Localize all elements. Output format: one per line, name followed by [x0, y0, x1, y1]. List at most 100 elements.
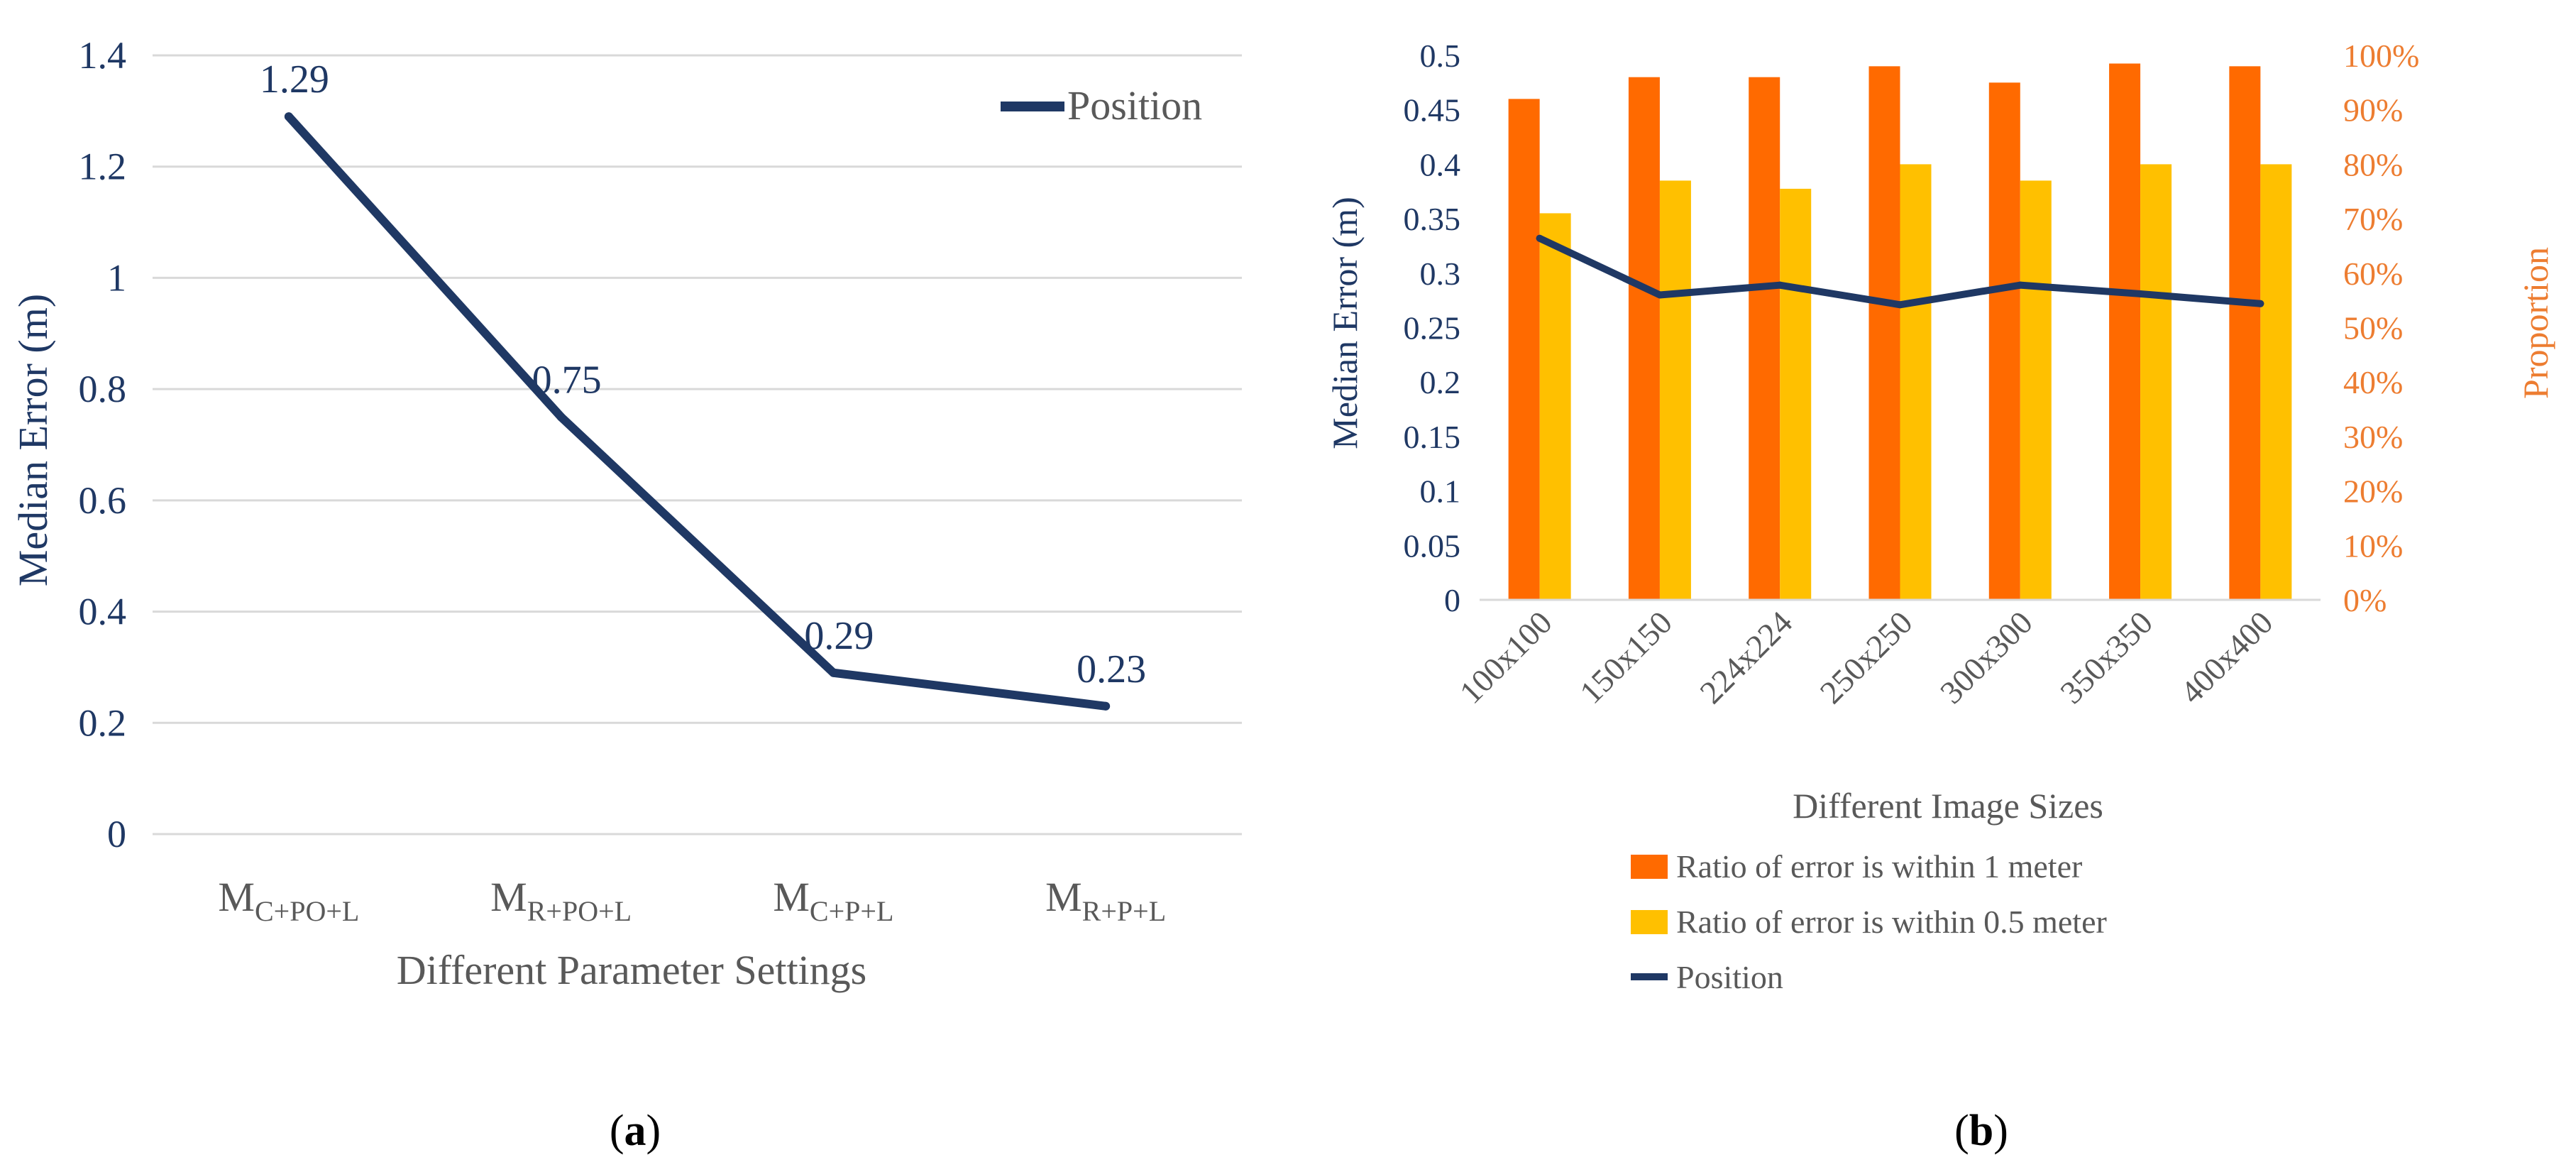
chart-b-y-tick-label: 0.4 [1420, 146, 1461, 182]
chart-b-bar-1m [1749, 77, 1780, 601]
chart-a-caption: (a) [610, 1107, 661, 1155]
chart-b-x-tick-label: 300x300 [1933, 604, 2040, 711]
chart-b-y2-tick-label: 60% [2343, 256, 2403, 292]
chart-a-data-label: 0.29 [804, 614, 874, 658]
chart-b-y-tick-label: 0.3 [1420, 256, 1461, 292]
chart-b-y2-tick-label: 70% [2343, 201, 2403, 237]
chart-b-y2-tick-label: 100% [2343, 38, 2419, 74]
chart-b-y2-tick-label: 50% [2343, 310, 2403, 346]
chart-b-y-tick-label: 0.2 [1420, 364, 1461, 400]
chart-a-x-tick-subscript: R+PO+L [527, 895, 632, 927]
chart-b-xlabel: Different Image Sizes [1793, 786, 2103, 826]
chart-b-bar-1m [2229, 66, 2261, 601]
chart-a-legend-label-position: Position [1067, 82, 1202, 128]
chart-a-x-tick-base: M [773, 874, 810, 920]
chart-b-position-point [1896, 301, 1904, 309]
chart-b-y2-tick-label: 10% [2343, 527, 2403, 564]
chart-b-y-tick-label: 0.25 [1404, 310, 1461, 346]
chart-a-gridlines [153, 54, 1242, 836]
chart-a-position-point [284, 112, 293, 121]
chart-b-y2label: Proportion [2516, 247, 2555, 399]
chart-b-x-tick-label: 100x100 [1453, 604, 1559, 711]
chart-b-x-tick-label: 350x350 [2053, 604, 2159, 711]
chart-b-legend-label-position: Position [1676, 959, 1783, 995]
chart-b-y-tick-label: 0.1 [1420, 473, 1461, 510]
chart-a-position-point [829, 668, 838, 677]
chart-b-bar-1m [1628, 77, 1660, 601]
chart-a-legend: Position [1001, 82, 1202, 128]
chart-a-data-labels: 1.29 0.75 0.29 0.23 [260, 57, 1146, 691]
chart-a-caption-letter: a [624, 1107, 646, 1155]
chart-a-y-tick-label: 1.4 [79, 34, 127, 77]
chart-b-y2-tick-label: 0% [2343, 582, 2387, 618]
chart-b-x-tick-labels: 100x100 150x150 224x224 250x250 300x300 350x3… [1453, 604, 2280, 711]
chart-b-legend: Ratio of error is within 1 meter Ratio o… [1631, 848, 2107, 995]
chart-b-legend-swatch-1m [1631, 855, 1668, 879]
chart-b-bar-1m [1988, 82, 2020, 601]
chart-b-y2-tick-label: 80% [2343, 146, 2403, 182]
chart-a-y-tick-label: 0.6 [79, 479, 127, 522]
chart-b-bar-05m [2140, 164, 2172, 600]
chart-b-y2-tick-label: 20% [2343, 473, 2403, 510]
chart-b-y-tick-label: 0 [1444, 582, 1460, 618]
chart-b-legend-label-05m: Ratio of error is within 0.5 meter [1676, 904, 2107, 940]
chart-a-y-tick-label: 0.2 [79, 701, 127, 744]
chart-b-y-tick-label: 0.5 [1420, 38, 1461, 74]
chart-a-position-point [556, 412, 566, 422]
chart-a-data-label: 0.75 [532, 358, 602, 402]
chart-b-bar-05m [1659, 180, 1691, 600]
chart-b-bar-1m [1868, 66, 1900, 601]
chart-a-series [284, 112, 1111, 711]
chart-b-legend-label-1m: Ratio of error is within 1 meter [1676, 848, 2082, 885]
chart-a-x-tick-base: M [490, 874, 527, 920]
chart-b-bar-1m [1508, 99, 1540, 601]
chart-b-position-point [1776, 281, 1784, 289]
chart-a-x-tick-label: MR+PO+L [490, 874, 632, 927]
chart-b-x-tick-label: 224x224 [1692, 604, 1799, 711]
chart-b-x-tick-label: 250x250 [1813, 604, 1920, 711]
chart-a-y-tick-labels: 0 0.2 0.4 0.6 0.8 1 1.2 1.4 [79, 34, 127, 855]
chart-a-x-tick-subscript: R+P+L [1082, 895, 1166, 927]
chart-a-position-point [1101, 701, 1111, 711]
chart-b-y2-tick-labels: 0% 10% 20% 30% 40% 50% 60% 70% 80% 90% 100% [2343, 38, 2419, 618]
chart-a-y-tick-label: 0.4 [79, 591, 127, 633]
chart-b-caption-letter: b [1969, 1107, 1993, 1155]
chart-b-y-tick-labels: 0 0.05 0.1 0.15 0.2 0.25 0.3 0.35 0.4 0.45 0.5 [1404, 38, 1461, 618]
chart-b-y2-tick-label: 40% [2343, 364, 2403, 400]
chart-a-x-tick-base: M [218, 874, 255, 920]
chart-a-x-tick-subscript: C+PO+L [255, 895, 359, 927]
chart-b-position-point [1536, 234, 1543, 242]
chart-b-y2-tick-label: 90% [2343, 92, 2403, 128]
chart-a-x-tick-labels: MC+PO+L MR+PO+L MC+P+L MR+P+L [218, 874, 1166, 927]
chart-a-x-tick-label: MC+PO+L [218, 874, 359, 927]
chart-b-y-tick-label: 0.35 [1404, 201, 1461, 237]
chart-b: 0 0.05 0.1 0.15 0.2 0.25 0.3 0.35 0.4 0.45 0.5 0% 1… [1325, 38, 2555, 1155]
chart-b-line-series [1536, 234, 2264, 309]
chart-a: 00.20.40.60.811.21.4 MC+PO+L MR+PO+L MC+P+… [10, 34, 1242, 1155]
chart-a-xlabel: Different Parameter Settings [397, 947, 867, 993]
chart-b-x-tick-label: 400x400 [2174, 604, 2280, 711]
chart-b-y-tick-label: 0.45 [1404, 92, 1461, 128]
chart-a-x-tick-label: MR+P+L [1045, 874, 1166, 927]
chart-b-bar-05m [1780, 188, 1812, 600]
chart-b-caption: (b) [1954, 1107, 2008, 1155]
chart-b-bar-1m [2109, 63, 2141, 600]
chart-b-position-point [1656, 291, 1663, 299]
chart-b-y2-tick-label: 30% [2343, 419, 2403, 455]
chart-b-bar-05m [1900, 164, 1932, 600]
chart-b-bars [1508, 63, 2292, 601]
chart-b-y-tick-label: 0.05 [1404, 527, 1461, 564]
chart-b-position-point [2257, 300, 2264, 307]
chart-a-data-label: 1.29 [260, 57, 329, 102]
chart-b-bar-05m [2260, 164, 2292, 600]
chart-b-position-point [2016, 281, 2024, 289]
chart-b-x-tick-label: 150x150 [1573, 604, 1679, 711]
chart-b-y-tick-label: 0.15 [1404, 419, 1461, 455]
chart-b-bar-05m [2020, 180, 2052, 600]
chart-b-legend-swatch-05m [1631, 910, 1668, 934]
chart-a-x-tick-base: M [1045, 874, 1082, 920]
chart-a-y-tick-label: 1 [107, 256, 126, 299]
chart-a-y-tick-label: 0.8 [79, 368, 127, 410]
chart-a-position-line [284, 112, 1111, 711]
